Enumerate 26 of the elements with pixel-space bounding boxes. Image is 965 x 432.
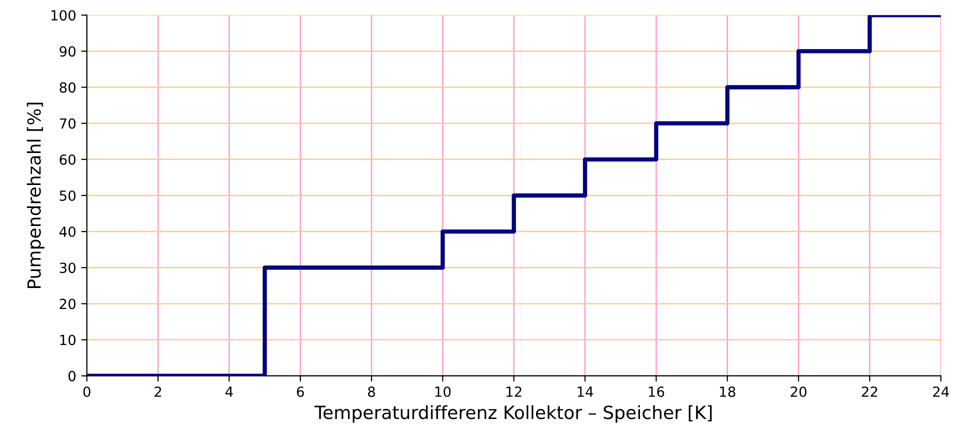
y-tick-label: 10	[60, 334, 76, 346]
y-tick-label: 80	[60, 82, 76, 93]
x-tick-label: 22	[862, 386, 878, 397]
y-tick-label: 0	[68, 370, 76, 382]
x-tick-label: 8	[368, 386, 375, 398]
y-tick-label: 40	[59, 226, 76, 238]
x-tick-label: 18	[720, 386, 736, 398]
y-tick-label: 100	[51, 10, 76, 21]
y-tick-label: 70	[60, 118, 76, 129]
y-tick-label: 60	[60, 154, 76, 165]
y-tick-label: 20	[60, 298, 76, 310]
x-tick-label: 16	[648, 386, 664, 398]
y-tick-label: 50	[60, 190, 76, 201]
x-tick-label: 6	[296, 386, 304, 398]
x-tick-label: 12	[506, 386, 522, 397]
x-tick-label: 2	[154, 386, 162, 397]
x-tick-label: 4	[225, 386, 233, 397]
y-tick-label: 30	[60, 262, 76, 274]
x-tick-label: 20	[790, 386, 806, 398]
x-tick-label: 24	[933, 386, 949, 397]
y-axis-title: Pumpendrehzahl [%]	[26, 102, 44, 288]
x-tick-label: 0	[83, 386, 90, 398]
x-tick-label: 10	[435, 386, 451, 398]
x-tick-label: 14	[578, 386, 594, 397]
x-axis-title: Temperaturdifferenz Kollektor – Speicher [K]	[314, 405, 712, 423]
y-tick-label: 90	[60, 46, 76, 57]
